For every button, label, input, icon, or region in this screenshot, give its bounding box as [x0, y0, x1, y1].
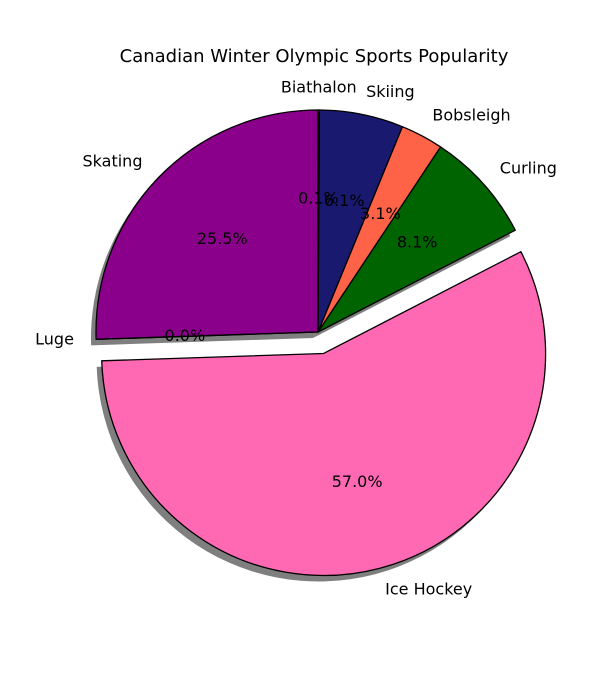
pct-label-skating: 25.5% [197, 229, 248, 248]
slice-skating [95, 109, 319, 340]
slice-biathalon [317, 109, 321, 333]
pct-label-luge: 0.0% [165, 326, 206, 345]
slice-label-luge: Luge [35, 330, 74, 349]
slice-layer [95, 109, 547, 577]
pct-label-biathalon: 0.1% [298, 188, 339, 207]
slice-label-ice-hockey: Ice Hockey [385, 579, 472, 598]
chart-title: Canadian Winter Olympic Sports Popularit… [120, 46, 509, 67]
slice-label-skating: Skating [83, 152, 143, 171]
pct-label-skiing: 6.1% [324, 191, 365, 210]
slice-label-skiing: Skiing [366, 82, 415, 101]
pct-label-bobsleigh: 3.1% [360, 204, 401, 223]
slice-luge [95, 331, 319, 340]
pct-label-curling: 8.1% [397, 233, 438, 252]
slice-label-bobsleigh: Bobsleigh [432, 106, 510, 125]
slice-ice-hockey [101, 251, 547, 577]
label-layer: Skating 25.5% Luge 0.0% Ice Hockey 57.0% Curli… [35, 77, 557, 598]
slice-curling [317, 146, 516, 333]
slice-label-curling: Curling [500, 158, 557, 177]
slice-label-biathalon: Biathalon [281, 77, 357, 96]
pct-label-ice-hockey: 57.0% [332, 472, 383, 491]
